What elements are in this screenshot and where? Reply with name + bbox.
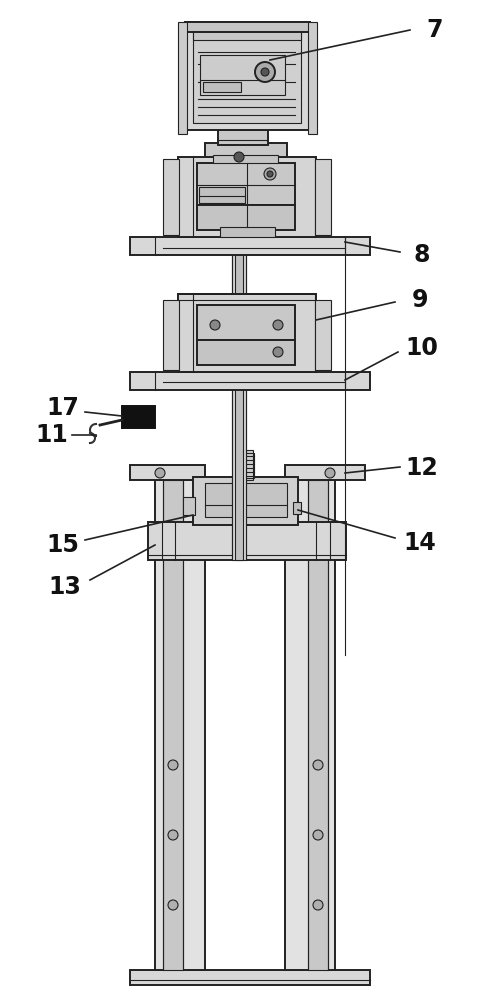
Bar <box>148 522 346 560</box>
Text: 11: 11 <box>36 423 68 447</box>
Bar <box>163 159 179 235</box>
Text: 12: 12 <box>406 456 438 480</box>
Bar <box>235 160 243 560</box>
Text: 17: 17 <box>47 396 79 420</box>
Circle shape <box>267 171 273 177</box>
Bar <box>285 465 365 480</box>
Circle shape <box>168 830 178 840</box>
Circle shape <box>261 68 269 76</box>
Text: 14: 14 <box>404 531 436 555</box>
Bar <box>315 300 331 370</box>
Bar <box>122 406 155 428</box>
Bar <box>130 372 370 390</box>
Circle shape <box>168 760 178 770</box>
Bar <box>178 294 316 372</box>
Bar <box>234 453 254 478</box>
Circle shape <box>313 900 323 910</box>
Bar <box>197 340 295 365</box>
Bar <box>178 157 316 237</box>
Circle shape <box>313 830 323 840</box>
Circle shape <box>155 468 165 478</box>
Bar <box>193 29 301 123</box>
Circle shape <box>325 468 335 478</box>
Bar <box>163 300 179 370</box>
Bar <box>232 160 246 560</box>
Bar <box>193 28 301 40</box>
Bar <box>308 22 317 134</box>
Bar <box>315 159 331 235</box>
Text: 9: 9 <box>412 288 428 312</box>
Bar <box>293 502 301 514</box>
Bar <box>220 227 275 237</box>
Bar <box>285 480 335 970</box>
Bar <box>205 143 287 157</box>
Bar <box>205 483 287 517</box>
Circle shape <box>168 900 178 910</box>
Bar <box>199 187 245 203</box>
Bar <box>197 205 295 230</box>
Bar <box>130 465 205 480</box>
Bar <box>213 155 278 163</box>
Bar <box>183 497 195 515</box>
Circle shape <box>313 760 323 770</box>
Bar <box>197 163 295 205</box>
Circle shape <box>264 168 276 180</box>
Circle shape <box>210 320 220 330</box>
Bar <box>203 82 241 92</box>
Text: 13: 13 <box>49 575 81 599</box>
Bar <box>235 450 253 480</box>
Bar <box>193 477 298 525</box>
Bar <box>163 480 183 970</box>
Circle shape <box>273 347 283 357</box>
Bar <box>200 55 285 95</box>
Bar <box>185 22 310 130</box>
Text: 7: 7 <box>427 18 443 42</box>
Bar <box>130 970 370 985</box>
Bar <box>178 22 187 134</box>
Bar <box>197 305 295 340</box>
Circle shape <box>255 62 275 82</box>
Text: 8: 8 <box>414 243 430 267</box>
Text: 10: 10 <box>406 336 438 360</box>
Bar <box>185 22 310 32</box>
Text: 15: 15 <box>47 533 79 557</box>
Circle shape <box>234 152 244 162</box>
Bar <box>130 237 370 255</box>
Bar <box>218 130 268 145</box>
Circle shape <box>273 320 283 330</box>
Bar <box>155 480 205 970</box>
Bar <box>308 480 328 970</box>
